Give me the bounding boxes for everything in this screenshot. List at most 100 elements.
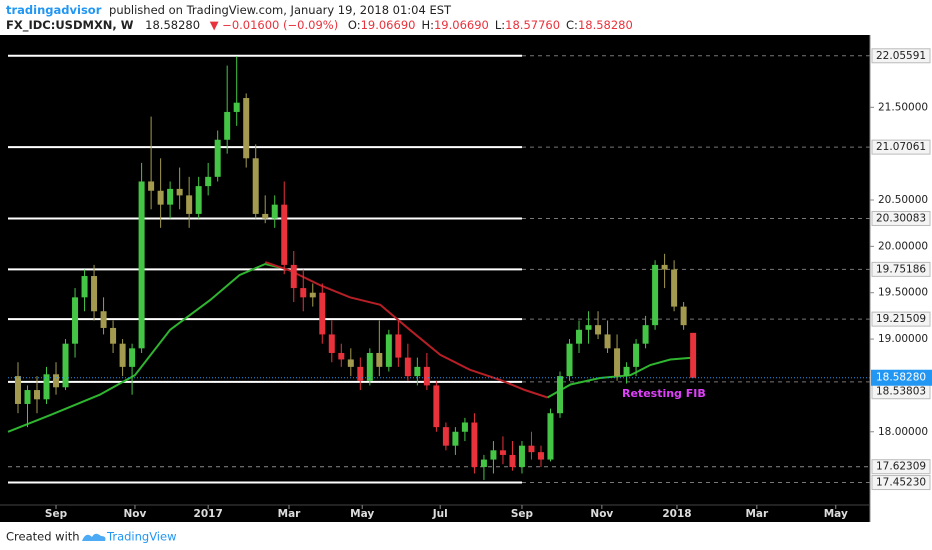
fib-label-bg xyxy=(871,261,931,277)
x-tick-label: Sep xyxy=(511,508,534,520)
candle-body xyxy=(233,102,240,112)
moving-average xyxy=(547,356,694,399)
fib-label: 18.53803 xyxy=(876,386,926,398)
candle-body xyxy=(680,306,687,326)
candle-body xyxy=(100,311,107,328)
candle-body xyxy=(471,422,478,467)
footer-bg xyxy=(0,522,932,550)
candle-body xyxy=(614,348,621,377)
fib-label: 17.45230 xyxy=(876,477,926,489)
published: published on TradingView.com, January 19… xyxy=(109,3,452,17)
candle-body xyxy=(414,366,421,377)
candle-body xyxy=(205,176,212,187)
candle-body xyxy=(186,195,193,214)
candle-body xyxy=(43,374,50,400)
fib-label-bg xyxy=(871,311,931,327)
candle-body xyxy=(167,188,174,205)
x-tick-label: Nov xyxy=(590,508,613,520)
candle-body xyxy=(328,334,335,353)
x-tick-label: Nov xyxy=(124,508,147,520)
candle-body xyxy=(385,334,392,367)
fib-label: 19.21509 xyxy=(876,313,926,325)
candle-body xyxy=(366,352,373,381)
symbol: FX_IDC:USDMXN, W xyxy=(6,18,134,33)
candle-body xyxy=(347,359,354,367)
candle-body xyxy=(119,343,126,367)
y-tick-label: 21.50000 xyxy=(878,101,928,113)
price-axis-bg xyxy=(870,35,932,522)
brand[interactable]: TradingView xyxy=(106,530,176,544)
candle-body xyxy=(461,422,468,432)
change: ▼ −0.01600 (−0.09%) xyxy=(210,18,339,32)
fib-label-bg xyxy=(871,459,931,475)
candle-body xyxy=(81,276,88,298)
candle-body xyxy=(404,357,411,377)
candle-body xyxy=(376,352,383,367)
logo xyxy=(82,533,106,541)
last-price-bg xyxy=(871,369,932,386)
candle-body xyxy=(176,188,183,196)
fib-label: 20.30083 xyxy=(876,212,926,224)
x-tick-label: Mar xyxy=(278,508,302,520)
ohlc-label: H: xyxy=(421,18,434,32)
last-price-label: 18.58280 xyxy=(876,372,926,384)
fib-label-bg xyxy=(871,139,931,155)
candle-body xyxy=(423,366,430,386)
candle-body xyxy=(34,390,41,400)
candle-body xyxy=(271,204,278,219)
candle-body xyxy=(585,325,592,330)
candle-body xyxy=(252,158,259,214)
ohlc-label: L: xyxy=(495,18,505,32)
candle-body xyxy=(652,264,659,326)
x-tick-label: Mar xyxy=(745,508,769,520)
candle-body xyxy=(518,445,525,467)
annotation: Retesting FIB xyxy=(622,387,706,400)
candle-body xyxy=(53,374,60,388)
candle-body xyxy=(129,348,136,367)
candle-body xyxy=(14,376,21,404)
fib-label-bg xyxy=(871,210,931,226)
ohlc-value: 18.57760 xyxy=(505,18,560,32)
candle-body xyxy=(300,288,307,298)
candle-body xyxy=(671,269,678,307)
candle-body xyxy=(528,445,535,453)
y-tick-label: 20.50000 xyxy=(878,194,928,206)
fib-label: 19.75186 xyxy=(876,263,926,275)
candle-body xyxy=(642,325,649,344)
ohlc-value: 19.06690 xyxy=(361,18,416,32)
candle-body xyxy=(490,450,497,460)
candle-body xyxy=(72,297,79,344)
candle-body xyxy=(557,376,564,414)
x-tick-label: 2018 xyxy=(662,508,691,520)
plot xyxy=(7,54,870,484)
candle-body xyxy=(281,204,288,265)
candle-body xyxy=(661,264,668,270)
candle-body xyxy=(509,454,516,467)
candle-body xyxy=(537,452,544,460)
candle-body xyxy=(566,343,573,377)
x-tick-label: Jul xyxy=(432,508,448,520)
candle-body xyxy=(357,366,364,381)
moving-average xyxy=(7,262,281,433)
plot-bg xyxy=(0,35,870,522)
ohlc-value: 18.58280 xyxy=(578,18,633,32)
last: 18.58280 xyxy=(145,18,200,32)
candle-body xyxy=(319,292,326,335)
candle-body xyxy=(690,332,697,378)
candle-body xyxy=(547,413,554,460)
author[interactable]: tradingadvisor xyxy=(6,3,102,17)
candle-body xyxy=(24,390,31,404)
candle-body xyxy=(480,459,487,467)
quote-line: FX_IDC:USDMXN, W 18.58280 ▼ −0.01600 (−0… xyxy=(6,18,633,33)
candle-body xyxy=(138,181,145,349)
publish-line: tradingadvisor published on TradingView.… xyxy=(6,3,452,17)
candle-body xyxy=(595,325,602,335)
candle-body xyxy=(243,98,250,159)
created-with: Created with xyxy=(6,530,80,544)
x-tick-label: Sep xyxy=(45,508,68,520)
candle-body xyxy=(604,334,611,349)
y-tick-label: 19.00000 xyxy=(878,333,928,345)
header-bg xyxy=(0,0,932,35)
